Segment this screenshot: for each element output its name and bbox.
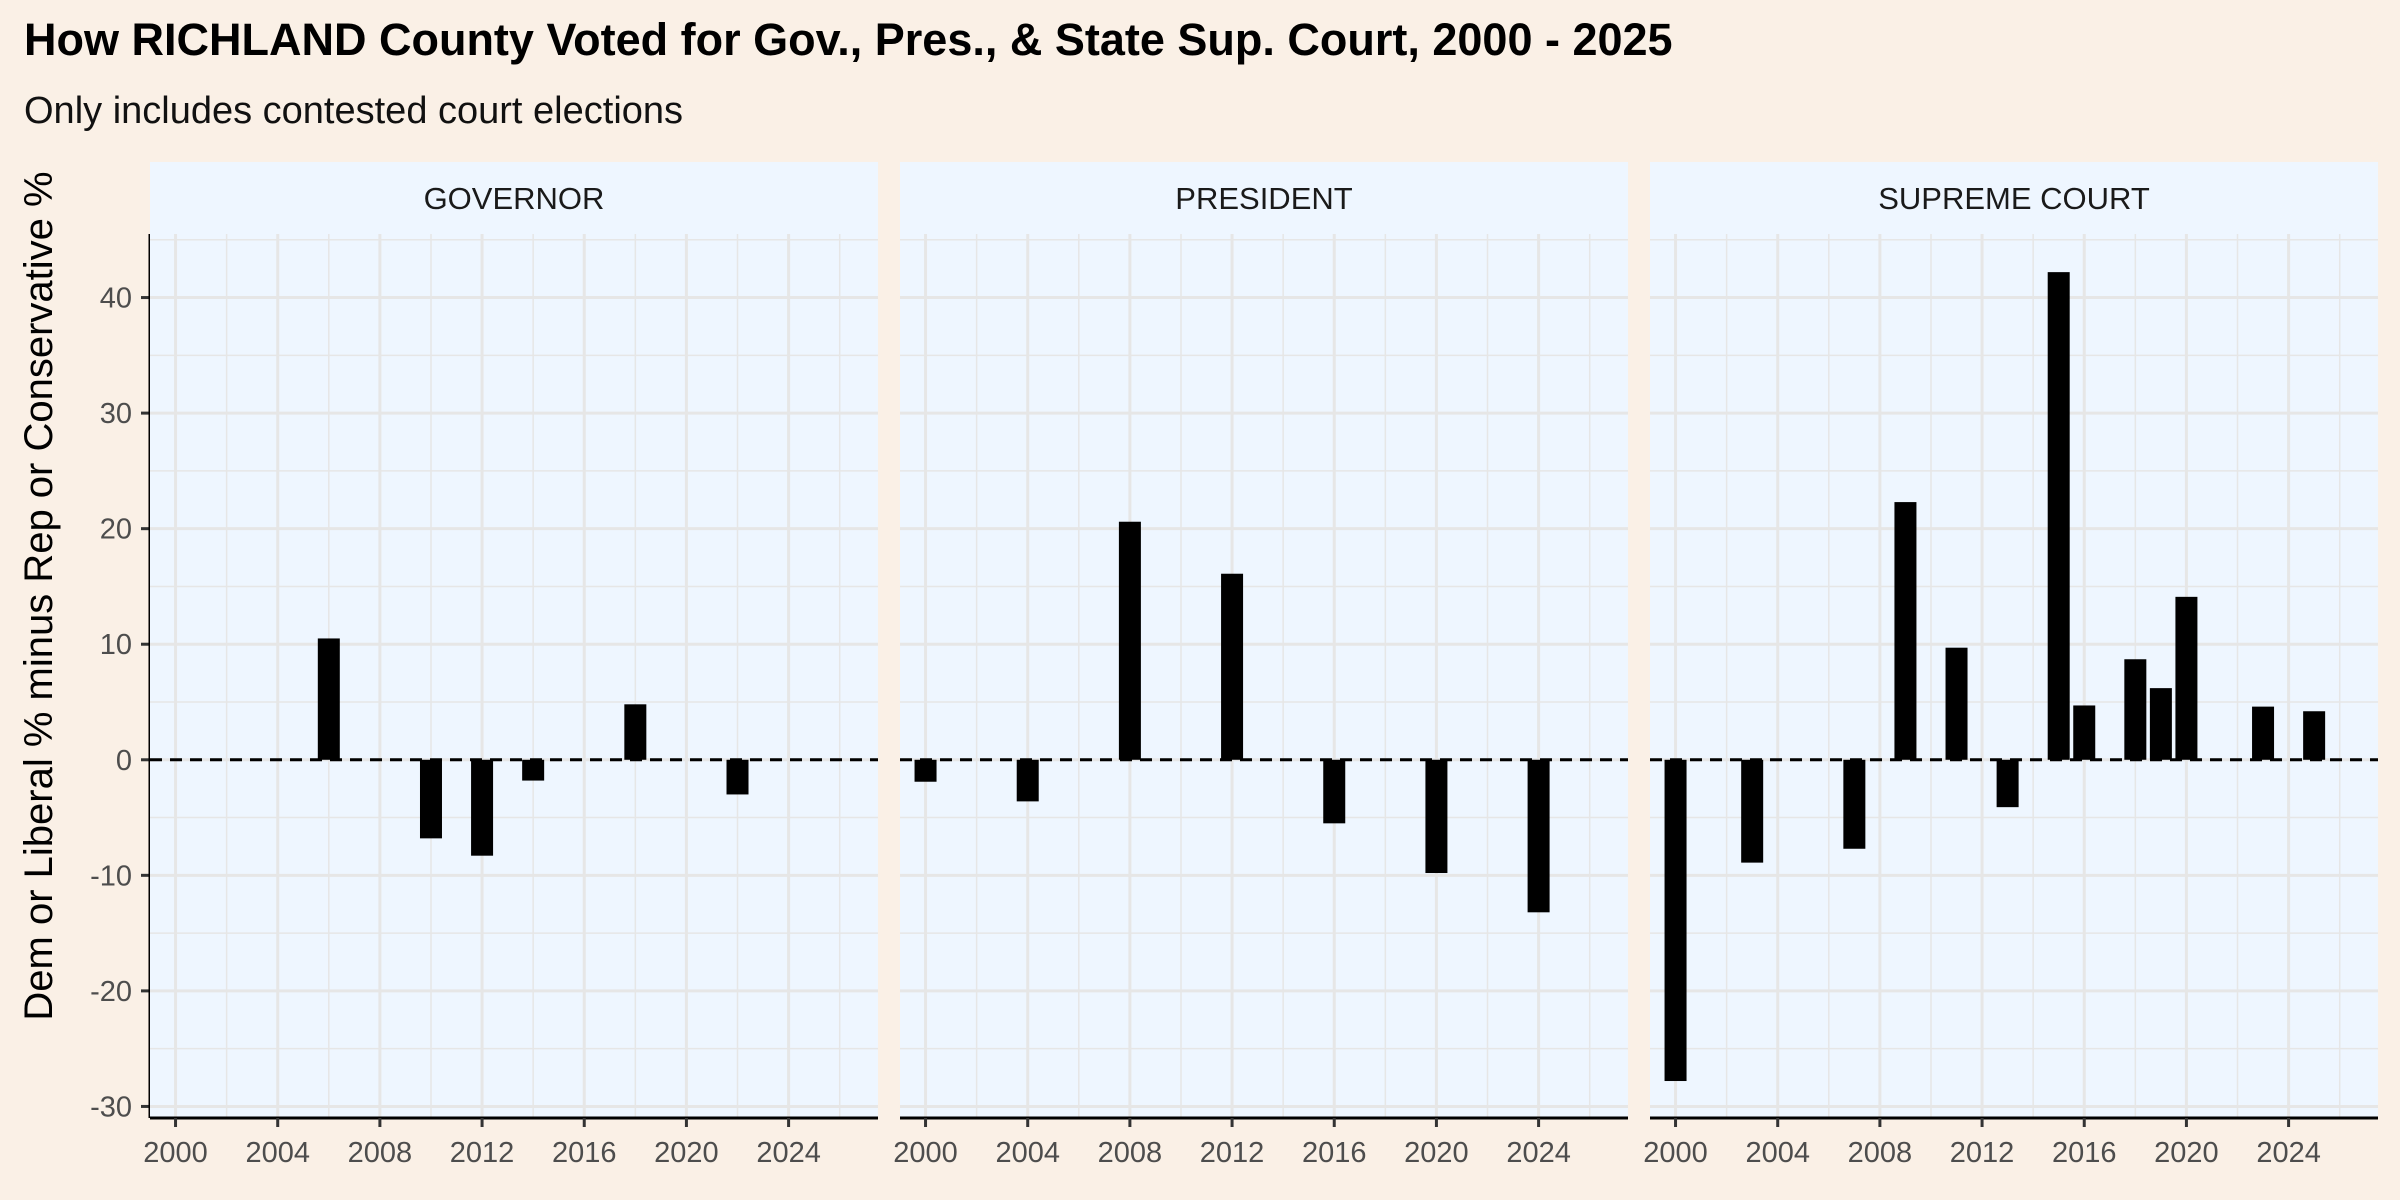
x-tick-label: 2020 <box>1404 1137 1469 1169</box>
x-tick-label: 2000 <box>1643 1137 1708 1169</box>
bar <box>2303 711 2326 760</box>
panel-background <box>150 234 878 1118</box>
panel-background <box>900 234 1628 1118</box>
x-tick-label: 2016 <box>552 1137 617 1169</box>
bar <box>2149 688 2172 760</box>
bar <box>914 759 937 782</box>
x-tick-label: 2008 <box>348 1137 413 1169</box>
x-tick-label: 2016 <box>1302 1137 1367 1169</box>
bar <box>1945 647 1968 760</box>
bar <box>2252 706 2275 760</box>
facet-strip-label: PRESIDENT <box>1175 181 1352 216</box>
bar <box>1843 759 1866 849</box>
x-tick-label: 2020 <box>654 1137 719 1169</box>
y-tick-label: -20 <box>90 976 132 1008</box>
chart-subtitle: Only includes contested court elections <box>24 90 684 132</box>
bar <box>1664 759 1687 1082</box>
x-tick-label: 2012 <box>450 1137 515 1169</box>
y-axis-title: Dem or Liberal % minus Rep or Conservati… <box>17 171 61 1020</box>
x-tick-label: 2012 <box>1200 1137 1265 1169</box>
x-tick-label: 2000 <box>143 1137 208 1169</box>
facet-strip <box>1650 162 2378 234</box>
y-tick-label: 20 <box>100 514 132 546</box>
x-tick-label: 2024 <box>2256 1137 2321 1169</box>
bar <box>2047 272 2070 760</box>
facet-panel: PRESIDENT 2000 2004 2008 2012 2016 2020 2024 <box>893 162 1628 1169</box>
x-tick-label: 2004 <box>1745 1137 1810 1169</box>
bar <box>1221 573 1244 760</box>
y-tick-label: 40 <box>100 283 132 315</box>
y-tick-label: -10 <box>90 860 132 892</box>
x-tick-label: 2024 <box>1506 1137 1571 1169</box>
bar <box>1016 759 1039 802</box>
x-tick-label: 2004 <box>995 1137 1060 1169</box>
bar <box>1323 759 1346 824</box>
bar <box>624 704 647 760</box>
bar <box>1425 759 1448 874</box>
x-tick-label: 2024 <box>756 1137 821 1169</box>
facet-strip <box>150 162 878 234</box>
bar <box>1527 759 1550 913</box>
y-tick-label: 30 <box>100 398 132 430</box>
bar <box>471 759 494 856</box>
bar <box>317 638 340 760</box>
bar <box>2124 659 2147 760</box>
x-tick-label: 2016 <box>2052 1137 2117 1169</box>
x-tick-label: 2012 <box>1950 1137 2015 1169</box>
x-tick-label: 2000 <box>893 1137 958 1169</box>
x-tick-label: 2020 <box>2154 1137 2219 1169</box>
bar <box>2073 705 2096 760</box>
x-tick-label: 2008 <box>1098 1137 1163 1169</box>
bar <box>1894 502 1917 760</box>
bar <box>2175 596 2198 760</box>
bar <box>1118 521 1141 760</box>
facet-strip <box>900 162 1628 234</box>
y-tick-label: 10 <box>100 629 132 661</box>
facet-panel: GOVERNOR 2000 2004 2008 2012 2016 2020 2024 <box>143 162 878 1169</box>
facet-strip-label: SUPREME COURT <box>1878 181 2150 216</box>
x-tick-label: 2008 <box>1848 1137 1913 1169</box>
bar <box>1741 759 1764 863</box>
y-tick-label: -30 <box>90 1091 132 1123</box>
y-tick-label: 0 <box>116 745 132 777</box>
chart-title: How RICHLAND County Voted for Gov., Pres… <box>24 14 1673 65</box>
x-tick-label: 2004 <box>245 1137 310 1169</box>
bar <box>522 759 545 781</box>
facet-strip-label: GOVERNOR <box>424 181 605 216</box>
bar <box>1996 759 2019 808</box>
bar <box>726 759 749 795</box>
panel-background <box>1650 234 2378 1118</box>
bar <box>419 759 442 839</box>
facet-panel: SUPREME COURT 2000 2004 2008 2012 2016 2020 202… <box>1643 162 2378 1169</box>
